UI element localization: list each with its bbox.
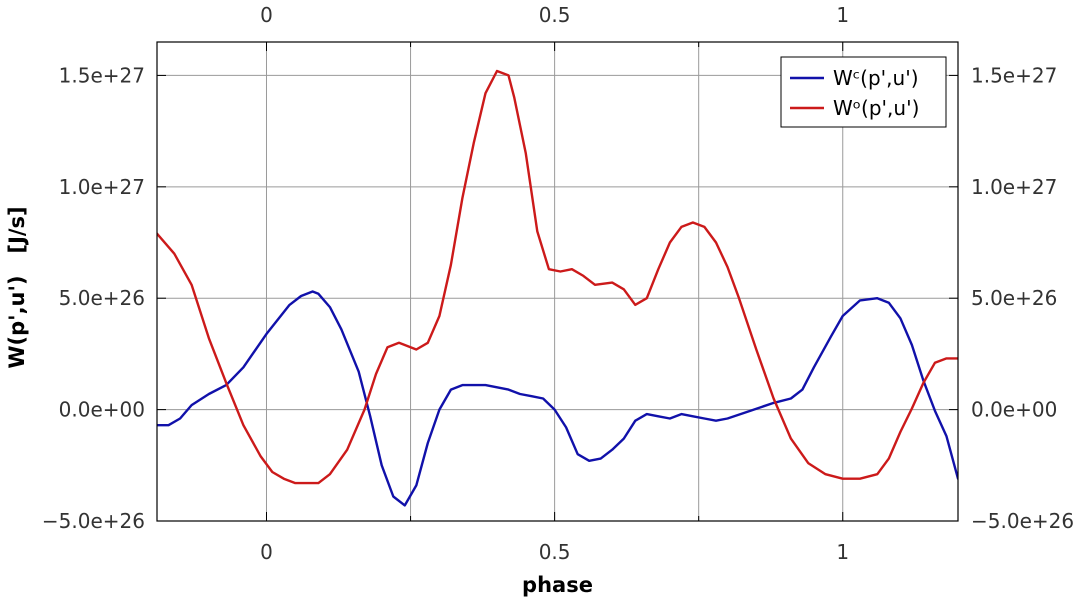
x-axis-title: phase xyxy=(522,573,593,597)
legend-label: Wᵒ(p',u') xyxy=(833,96,919,120)
tick-labels: 0 0 0.5 0.5 1 1 −5.0e+26 −5.0e+26 0.0e+00 0.0e+00… xyxy=(42,3,1074,564)
legend: Wᶜ(p',u') Wᵒ(p',u') xyxy=(780,56,947,128)
plot-frame xyxy=(156,41,959,522)
x-tick-label: 0 xyxy=(260,540,273,564)
y-right-tick-label: 5.0e+26 xyxy=(971,286,1057,310)
y-right-tick-label: 1.0e+27 xyxy=(971,175,1057,199)
y-axis-title: W(p',u') [J/s] xyxy=(5,206,29,368)
series-line-2 xyxy=(157,69,958,485)
y-tick-label: 0.0e+00 xyxy=(59,398,145,422)
y-tick-label: 1.5e+27 xyxy=(59,63,145,87)
series-group xyxy=(157,69,958,507)
y-right-tick-label: −5.0e+26 xyxy=(971,509,1074,533)
series-line-1 xyxy=(157,290,958,507)
x-tick-label: 0.5 xyxy=(539,540,571,564)
x-top-tick-label: 0 xyxy=(260,3,273,27)
y-tick-label: −5.0e+26 xyxy=(42,509,145,533)
y-tick-label: 1.0e+27 xyxy=(59,175,145,199)
legend-label: Wᶜ(p',u') xyxy=(833,66,919,90)
y-tick-label: 5.0e+26 xyxy=(59,286,145,310)
x-top-tick-label: 1 xyxy=(836,3,849,27)
legend-box xyxy=(780,56,947,128)
y-right-tick-label: 1.5e+27 xyxy=(971,63,1057,87)
tick-marks xyxy=(157,42,958,522)
y-right-tick-label: 0.0e+00 xyxy=(971,398,1057,422)
x-top-tick-label: 0.5 xyxy=(539,3,571,27)
x-tick-label: 1 xyxy=(836,540,849,564)
